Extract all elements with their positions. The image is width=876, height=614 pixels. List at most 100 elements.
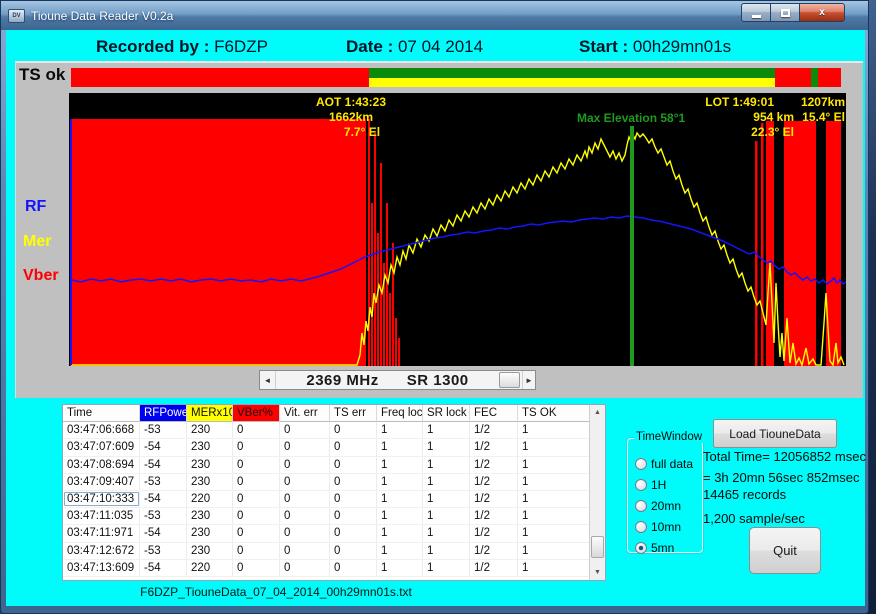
title-bar[interactable]: DV Tioune Data Reader V0.2a x bbox=[1, 1, 868, 30]
scroll-down-arrow-icon[interactable]: ▼ bbox=[594, 569, 601, 576]
cell[interactable]: 1 bbox=[423, 490, 470, 508]
cell[interactable]: 0 bbox=[280, 508, 330, 525]
time-window-option-full-data[interactable]: full data bbox=[635, 457, 693, 471]
cell[interactable]: 1/2 bbox=[470, 439, 518, 456]
cell[interactable]: -54 bbox=[140, 456, 187, 473]
table-row[interactable]: 03:47:11:971 -54 230 0 0 0 1 1 1/2 1 bbox=[63, 525, 605, 543]
cell[interactable]: 0 bbox=[330, 490, 377, 508]
column-header-vber-[interactable]: VBer% bbox=[233, 405, 280, 423]
column-header-merx10[interactable]: MERx10 bbox=[187, 405, 233, 423]
cell[interactable]: 1/2 bbox=[470, 456, 518, 473]
cell[interactable]: 0 bbox=[330, 542, 377, 559]
scroll-left-arrow-icon[interactable]: ◄ bbox=[260, 371, 276, 389]
cell[interactable]: 230 bbox=[187, 508, 233, 525]
cell[interactable]: -53 bbox=[140, 542, 187, 559]
column-header-freq-lock[interactable]: Freq lock bbox=[377, 405, 423, 423]
table-row[interactable]: 03:47:11:035 -53 230 0 0 0 1 1 1/2 1 bbox=[63, 508, 605, 526]
cell[interactable]: 0 bbox=[280, 559, 330, 576]
cell[interactable]: 0 bbox=[330, 456, 377, 473]
cell[interactable]: -54 bbox=[140, 490, 187, 508]
cell[interactable]: 0 bbox=[330, 473, 377, 490]
time-window-option-1H[interactable]: 1H bbox=[635, 478, 666, 492]
cell[interactable]: 03:47:10:333 bbox=[63, 490, 140, 508]
cell[interactable]: 1 bbox=[377, 508, 423, 525]
cell[interactable]: 0 bbox=[233, 542, 280, 559]
cell[interactable]: 1 bbox=[518, 456, 590, 473]
cell[interactable]: 230 bbox=[187, 473, 233, 490]
cell[interactable]: -54 bbox=[140, 525, 187, 542]
cell[interactable]: 220 bbox=[187, 559, 233, 576]
cell[interactable]: 1 bbox=[377, 559, 423, 576]
cell[interactable]: 0 bbox=[280, 473, 330, 490]
cell[interactable]: 1/2 bbox=[470, 508, 518, 525]
cell[interactable]: 0 bbox=[280, 542, 330, 559]
cell[interactable]: 230 bbox=[187, 439, 233, 456]
cell[interactable]: 0 bbox=[330, 508, 377, 525]
cell[interactable]: 0 bbox=[280, 456, 330, 473]
cell[interactable]: 03:47:11:035 bbox=[63, 508, 140, 525]
cell[interactable]: 1 bbox=[377, 542, 423, 559]
table-row[interactable]: 03:47:07:609 -54 230 0 0 0 1 1 1/2 1 bbox=[63, 439, 605, 457]
cell[interactable]: 03:47:09:407 bbox=[63, 473, 140, 490]
quit-button[interactable]: Quit bbox=[749, 527, 821, 574]
cell[interactable]: 220 bbox=[187, 490, 233, 508]
cell[interactable]: 03:47:11:971 bbox=[63, 525, 140, 542]
cell[interactable]: 1 bbox=[423, 473, 470, 490]
cell[interactable]: 0 bbox=[233, 490, 280, 508]
cell[interactable]: 0 bbox=[330, 525, 377, 542]
scroll-up-arrow-icon[interactable]: ▲ bbox=[594, 409, 601, 416]
cell[interactable]: -53 bbox=[140, 422, 187, 439]
column-header-rfpower[interactable]: RFPower bbox=[140, 405, 187, 423]
cell[interactable]: 0 bbox=[280, 490, 330, 508]
scroll-right-arrow-icon[interactable]: ► bbox=[522, 371, 535, 389]
cell[interactable]: 0 bbox=[330, 422, 377, 439]
cell[interactable]: 0 bbox=[233, 422, 280, 439]
cell[interactable]: 1/2 bbox=[470, 525, 518, 542]
cell[interactable]: 0 bbox=[330, 559, 377, 576]
cell[interactable]: 1 bbox=[518, 473, 590, 490]
cell[interactable]: 1/2 bbox=[470, 422, 518, 439]
cell[interactable]: 1 bbox=[518, 508, 590, 525]
cell[interactable]: -54 bbox=[140, 559, 187, 576]
cell[interactable]: 03:47:06:668 bbox=[63, 422, 140, 439]
cell[interactable]: -54 bbox=[140, 439, 187, 456]
table-row[interactable]: 03:47:06:668 -53 230 0 0 0 1 1 1/2 1 bbox=[63, 422, 605, 440]
column-header-vit-err[interactable]: Vit. err bbox=[280, 405, 330, 423]
cell[interactable]: 1 bbox=[518, 490, 590, 508]
minimize-button[interactable] bbox=[741, 3, 771, 22]
column-header-sr-lock[interactable]: SR lock bbox=[423, 405, 470, 423]
column-header-time[interactable]: Time bbox=[63, 405, 140, 423]
cell[interactable]: -53 bbox=[140, 508, 187, 525]
cell[interactable]: 230 bbox=[187, 456, 233, 473]
cell[interactable]: 1 bbox=[518, 422, 590, 439]
table-scroll-thumb[interactable] bbox=[591, 536, 604, 558]
cell[interactable]: 230 bbox=[187, 525, 233, 542]
cell[interactable]: 1 bbox=[518, 559, 590, 576]
cell[interactable]: 1 bbox=[518, 439, 590, 456]
cell[interactable]: 0 bbox=[233, 508, 280, 525]
time-window-option-20mn[interactable]: 20mn bbox=[635, 499, 681, 513]
column-header-ts-err[interactable]: TS err bbox=[330, 405, 377, 423]
cell[interactable]: 0 bbox=[233, 439, 280, 456]
cell[interactable]: 0 bbox=[280, 422, 330, 439]
cell[interactable]: 1 bbox=[423, 542, 470, 559]
cell[interactable]: 1 bbox=[377, 490, 423, 508]
cell[interactable]: 230 bbox=[187, 422, 233, 439]
cell[interactable]: 0 bbox=[233, 456, 280, 473]
table-row[interactable]: 03:47:09:407 -53 230 0 0 0 1 1 1/2 1 bbox=[63, 473, 605, 491]
cell[interactable]: 1 bbox=[377, 473, 423, 490]
cell[interactable]: 1 bbox=[423, 422, 470, 439]
scroll-thumb[interactable] bbox=[499, 372, 520, 388]
cell[interactable]: 0 bbox=[233, 473, 280, 490]
table-row[interactable]: 03:47:08:694 -54 230 0 0 0 1 1 1/2 1 bbox=[63, 456, 605, 474]
cell[interactable]: 1 bbox=[377, 439, 423, 456]
column-header-fec[interactable]: FEC bbox=[470, 405, 518, 423]
cell[interactable]: 1/2 bbox=[470, 559, 518, 576]
cell[interactable]: 1 bbox=[377, 525, 423, 542]
load-tiounedata-button[interactable]: Load TiouneData bbox=[713, 419, 837, 448]
cell[interactable]: 1/2 bbox=[470, 542, 518, 559]
cell[interactable]: 0 bbox=[233, 559, 280, 576]
cell[interactable]: 1 bbox=[423, 456, 470, 473]
table-row[interactable]: 03:47:10:333 -54 220 0 0 0 1 1 1/2 1 bbox=[63, 490, 605, 509]
cell[interactable]: 1/2 bbox=[470, 490, 518, 508]
